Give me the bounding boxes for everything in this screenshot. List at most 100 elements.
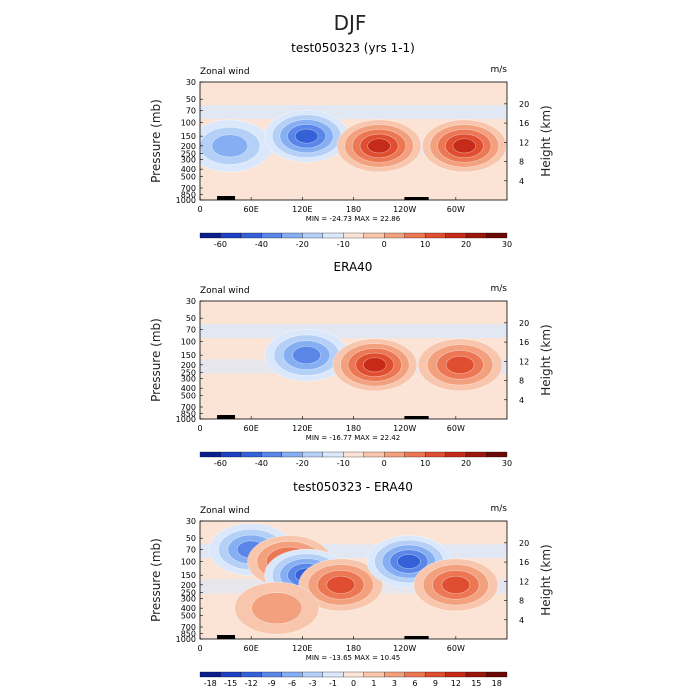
colorbar-swatch bbox=[199, 232, 221, 239]
colorbar-swatch bbox=[363, 451, 385, 458]
colorbar-label: 12 bbox=[451, 679, 461, 688]
x-tick-label: 120W bbox=[393, 644, 416, 653]
colorbar-label: 18 bbox=[492, 679, 502, 688]
colorbar-swatch bbox=[281, 232, 303, 239]
colorbar-swatch bbox=[465, 451, 487, 458]
colorbar-swatch bbox=[261, 451, 283, 458]
height-tick-label: 4 bbox=[519, 396, 524, 405]
colorbar-swatch bbox=[220, 451, 242, 458]
y2-axis-label: Height (km) bbox=[539, 324, 553, 395]
height-tick-label: 8 bbox=[519, 158, 524, 167]
colorbar-swatch bbox=[424, 232, 446, 239]
colorbar-label: -20 bbox=[296, 240, 309, 249]
contour-feature bbox=[264, 328, 349, 382]
y-tick-label: 100 bbox=[181, 338, 196, 347]
contour-feature bbox=[200, 119, 273, 173]
contour-level bbox=[441, 575, 471, 594]
colorbar-label: -10 bbox=[337, 240, 350, 249]
x-tick-label: 120E bbox=[292, 424, 312, 433]
contour-feature bbox=[298, 558, 384, 612]
topography bbox=[217, 415, 236, 419]
panel-title: ERA40 bbox=[334, 260, 373, 274]
y-tick-label: 850 bbox=[181, 630, 196, 639]
y-tick-label: 50 bbox=[186, 534, 196, 543]
colorbar-swatch bbox=[322, 671, 344, 678]
y-tick-label: 150 bbox=[181, 132, 196, 141]
y-tick-label: 50 bbox=[186, 95, 196, 104]
x-tick-label: 120W bbox=[393, 205, 416, 214]
x-tick-label: 0 bbox=[197, 205, 202, 214]
units-label: m/s bbox=[491, 504, 508, 514]
y-tick-label: 100 bbox=[181, 119, 196, 128]
colorbar-swatch bbox=[261, 671, 283, 678]
panel-title: test050323 - ERA40 bbox=[293, 480, 413, 494]
y-tick-label: 70 bbox=[186, 326, 196, 335]
min-max-label: MIN = -16.77 MAX = 22.42 bbox=[306, 434, 400, 442]
x-tick-label: 60E bbox=[244, 644, 259, 653]
colorbar: -18 -15 -12 -9 -6 -3 -1 0 1 3 6 9 12 15 18 bbox=[199, 671, 508, 688]
colorbar-label: -6 bbox=[288, 679, 296, 688]
colorbar-swatch bbox=[424, 671, 446, 678]
colorbar-swatch bbox=[404, 451, 426, 458]
field-band bbox=[200, 324, 507, 338]
contour-feature bbox=[264, 109, 349, 163]
y2-axis-label: Height (km) bbox=[539, 105, 553, 176]
y-tick-label: 30 bbox=[186, 297, 196, 306]
y2-axis-label: Height (km) bbox=[539, 544, 553, 615]
colorbar-swatch bbox=[302, 671, 323, 678]
colorbar-swatch bbox=[343, 451, 364, 458]
y-tick-label: 400 bbox=[181, 604, 196, 613]
contour-level bbox=[397, 554, 421, 569]
colorbar-label: 0 bbox=[351, 679, 356, 688]
y-tick-label: 250 bbox=[181, 368, 196, 377]
colorbar-label: 20 bbox=[461, 459, 471, 468]
colorbar-swatch bbox=[445, 451, 467, 458]
y-tick-label: 150 bbox=[181, 351, 196, 360]
contour-field bbox=[200, 301, 507, 419]
y-tick-label: 500 bbox=[181, 612, 196, 621]
x-tick-label: 120W bbox=[393, 424, 416, 433]
colorbar-swatch bbox=[343, 232, 364, 239]
y-tick-label: 700 bbox=[181, 184, 196, 193]
colorbar-swatch bbox=[486, 451, 508, 458]
colorbar-swatch bbox=[465, 671, 487, 678]
y-tick-label: 200 bbox=[181, 361, 196, 370]
contour-feature bbox=[336, 119, 422, 173]
colorbar-label: 3 bbox=[392, 679, 397, 688]
contour-field bbox=[200, 521, 507, 639]
colorbar-label: 1 bbox=[371, 679, 376, 688]
y-tick-label: 1000 bbox=[176, 196, 196, 205]
colorbar-label: -60 bbox=[214, 459, 227, 468]
x-tick-label: 180 bbox=[346, 424, 361, 433]
contour-field bbox=[200, 82, 507, 200]
colorbar: -60 -40 -20 -10 0 10 20 30 bbox=[199, 451, 512, 468]
x-tick-label: 180 bbox=[346, 205, 361, 214]
colorbar-label: -15 bbox=[224, 679, 237, 688]
colorbar-label: -20 bbox=[296, 459, 309, 468]
contour-feature bbox=[422, 119, 507, 173]
colorbar-swatch bbox=[302, 451, 323, 458]
panel-title: test050323 (yrs 1-1) bbox=[291, 41, 415, 55]
colorbar-swatch bbox=[465, 232, 487, 239]
colorbar-label: 6 bbox=[412, 679, 417, 688]
colorbar-swatch bbox=[445, 232, 467, 239]
y-tick-label: 70 bbox=[186, 107, 196, 116]
y-tick-label: 400 bbox=[181, 384, 196, 393]
panel-1: test050323 (yrs 1-1) Zonal wind m/s 30 50 70 1… bbox=[149, 41, 553, 249]
y-axis-label: Pressure (mb) bbox=[149, 538, 163, 622]
colorbar-swatch bbox=[199, 451, 221, 458]
x-tick-label: 60W bbox=[447, 424, 465, 433]
main-title: DJF bbox=[334, 11, 367, 35]
colorbar-swatch bbox=[486, 671, 508, 678]
colorbar-label: -18 bbox=[204, 679, 217, 688]
colorbar-swatch bbox=[281, 451, 303, 458]
y-tick-label: 50 bbox=[186, 314, 196, 323]
y-axis-label: Pressure (mb) bbox=[149, 318, 163, 402]
colorbar-swatch bbox=[281, 671, 303, 678]
contour-level bbox=[326, 575, 356, 594]
colorbar-swatch bbox=[363, 671, 385, 678]
y-tick-label: 700 bbox=[181, 403, 196, 412]
colorbar-label: 0 bbox=[382, 459, 387, 468]
